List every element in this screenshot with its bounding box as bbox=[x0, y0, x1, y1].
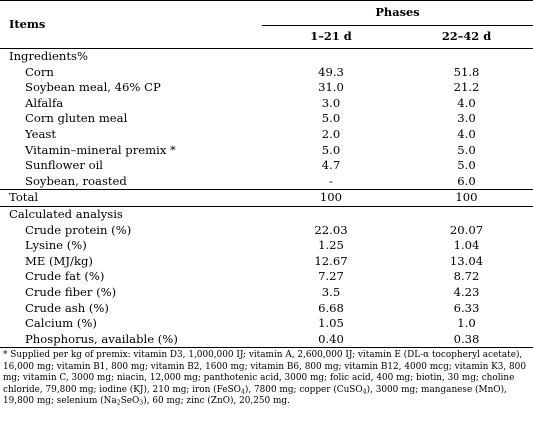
phase-1-value: 31.0 bbox=[318, 80, 344, 95]
table-row: Corn gluten meal 5.0 3.0 bbox=[0, 111, 533, 127]
section-analysis: Calculated analysis bbox=[0, 205, 533, 223]
row-label: Calcium (%) bbox=[25, 316, 97, 331]
phase-2-value: 4.0 bbox=[457, 95, 476, 110]
section-ingredients: Ingredients% bbox=[0, 47, 533, 65]
phase-2-value: 13.04 bbox=[449, 253, 484, 268]
phase-1-value: 7.27 bbox=[318, 269, 344, 284]
header-phase-1: 1–21 d bbox=[262, 25, 400, 49]
phase-2-value: 6.0 bbox=[457, 173, 476, 188]
phase-2-value: 3.0 bbox=[457, 111, 476, 126]
phase-2-value: 5.0 bbox=[457, 142, 476, 157]
row-label: Sunflower oil bbox=[25, 158, 103, 173]
table-row: Crude ash (%) 6.68 6.33 bbox=[0, 301, 533, 317]
table-row: ME (MJ/kg) 12.67 13.04 bbox=[0, 254, 533, 270]
row-label: Soybean, roasted bbox=[25, 173, 127, 188]
table-row: Soybean meal, 46% CP 31.0 21.2 bbox=[0, 80, 533, 96]
table-row: Crude fat (%) 7.27 8.72 bbox=[0, 269, 533, 285]
table-row: Lysine (%) 1.25 1.04 bbox=[0, 238, 533, 254]
row-label: Corn bbox=[25, 64, 54, 79]
section-title: Ingredients% bbox=[0, 47, 533, 65]
header-phase-2: 22–42 d bbox=[400, 25, 533, 49]
footnote: * Supplied per kg of premix: vitamin D3,… bbox=[0, 347, 533, 407]
phase-1-value: 3.0 bbox=[321, 95, 341, 110]
phase-1-value: 100 bbox=[262, 189, 400, 207]
phase-2-value: 4.23 bbox=[453, 284, 480, 299]
phase-1-value: 3.5 bbox=[321, 284, 341, 299]
row-label: Crude fiber (%) bbox=[25, 284, 117, 299]
phase-1-value: 4.7 bbox=[321, 158, 341, 173]
row-label: Vitamin–mineral premix * bbox=[25, 142, 176, 157]
phase-2-value: 5.0 bbox=[457, 158, 476, 173]
row-label: Yeast bbox=[25, 126, 57, 141]
phase-2-value: 4.0 bbox=[457, 126, 476, 141]
row-label: Alfalfa bbox=[25, 95, 64, 110]
row-label: Total bbox=[0, 189, 262, 207]
phase-1-value: - bbox=[329, 173, 333, 188]
header-row-phases: Items Phases bbox=[0, 0, 533, 31]
phase-1-value: 49.3 bbox=[318, 64, 344, 79]
row-label: Crude ash (%) bbox=[25, 300, 109, 315]
table-row: Vitamin–mineral premix * 5.0 5.0 bbox=[0, 143, 533, 159]
row-label: ME (MJ/kg) bbox=[25, 253, 93, 268]
table-row: Crude protein (%) 22.03 20.07 bbox=[0, 223, 533, 239]
phase-1-value: 22.03 bbox=[314, 222, 348, 237]
row-label: Corn gluten meal bbox=[25, 111, 128, 126]
phase-1-value: 2.0 bbox=[321, 126, 341, 141]
phase-2-value: 6.33 bbox=[453, 300, 480, 315]
table-row: Crude fiber (%) 3.5 4.23 bbox=[0, 285, 533, 301]
table-row: Calcium (%) 1.05 1.0 bbox=[0, 316, 533, 332]
table-row: Phosphorus, available (%) 0.40 0.38 bbox=[0, 332, 533, 348]
section-title: Calculated analysis bbox=[0, 205, 533, 223]
header-row-periods: 1–21 d 22–42 d bbox=[0, 25, 533, 49]
header-phases: Phases bbox=[375, 5, 420, 20]
phase-1-value: 0.40 bbox=[318, 331, 344, 346]
phase-1-value: 6.68 bbox=[318, 300, 344, 315]
phase-2-value: 0.38 bbox=[453, 331, 480, 346]
phase-2-value: 21.2 bbox=[453, 80, 480, 95]
phase-2-value: 8.72 bbox=[453, 269, 480, 284]
phase-1-value: 5.0 bbox=[321, 111, 341, 126]
row-label: Crude fat (%) bbox=[25, 269, 105, 284]
phase-2-value: 1.0 bbox=[457, 316, 476, 331]
table-row: Yeast 2.0 4.0 bbox=[0, 127, 533, 143]
diet-composition-table: Items Phases 1–21 d 22–42 d Ingredients%… bbox=[0, 0, 533, 348]
phase-1-value: 1.25 bbox=[318, 238, 344, 253]
row-label: Crude protein (%) bbox=[25, 222, 132, 237]
row-label: Soybean meal, 46% CP bbox=[25, 80, 161, 95]
phase-2-value: 20.07 bbox=[449, 222, 484, 237]
table-row: Total 100 100 bbox=[0, 189, 533, 207]
phase-2-value: 100 bbox=[400, 189, 533, 207]
phase-2-value: 1.04 bbox=[453, 238, 480, 253]
table-row: Soybean, roasted - 6.0 bbox=[0, 174, 533, 190]
row-label: Phosphorus, available (%) bbox=[25, 331, 178, 346]
table-row: Alfalfa 3.0 4.0 bbox=[0, 96, 533, 112]
phase-1-value: 12.67 bbox=[314, 253, 348, 268]
table-row: Corn 49.3 51.8 bbox=[0, 65, 533, 81]
header-items: Items bbox=[9, 16, 46, 31]
phase-1-value: 1.05 bbox=[318, 316, 344, 331]
row-label: Lysine (%) bbox=[25, 238, 87, 253]
table-body: Ingredients% Corn 49.3 51.8 Soybean meal, 4… bbox=[0, 47, 533, 348]
phase-1-value: 5.0 bbox=[321, 142, 341, 157]
phase-2-value: 51.8 bbox=[453, 64, 480, 79]
table-row: Sunflower oil 4.7 5.0 bbox=[0, 158, 533, 174]
